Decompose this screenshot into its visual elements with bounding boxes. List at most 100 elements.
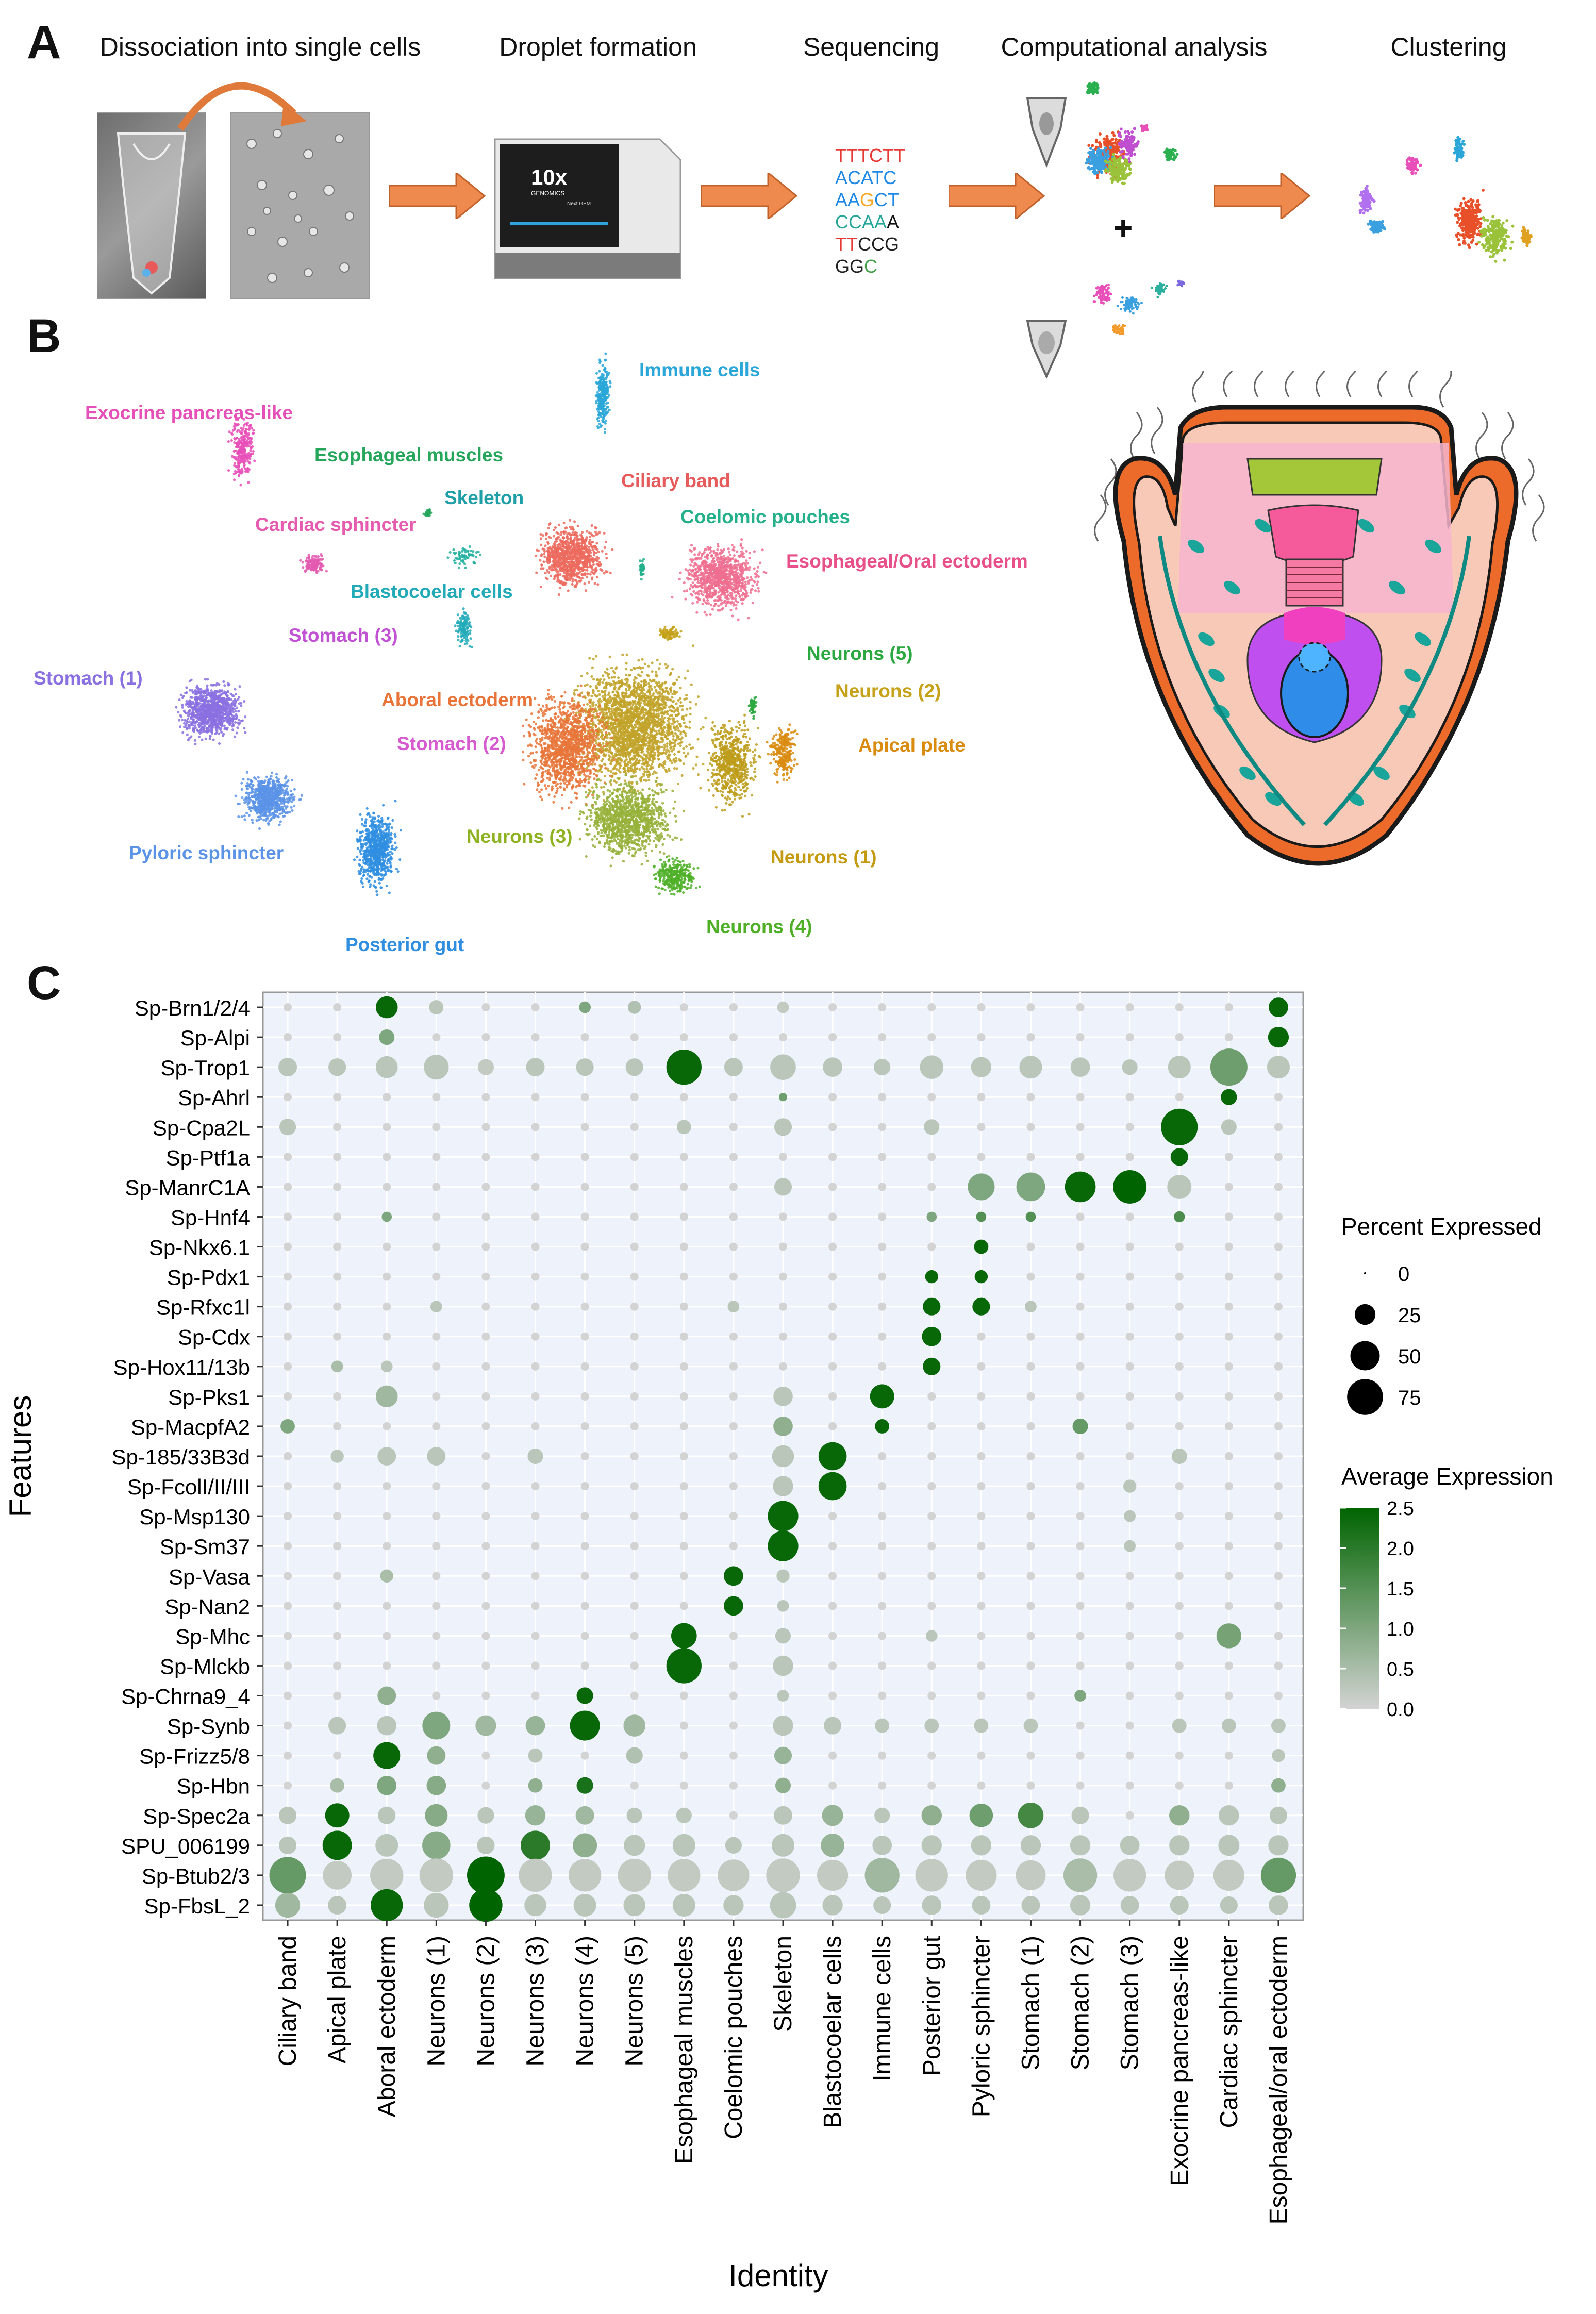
- thumb-point: [1111, 174, 1115, 177]
- umap-point: [564, 546, 568, 550]
- umap-point: [597, 563, 600, 567]
- umap-point: [239, 439, 242, 443]
- thumb-point: [1489, 255, 1492, 259]
- umap-point: [744, 595, 747, 598]
- thumb-point: [1106, 289, 1109, 292]
- umap-point: [307, 554, 310, 557]
- umap-point: [588, 580, 591, 584]
- thumb-point: [1127, 164, 1131, 168]
- thumb-point: [1142, 127, 1145, 131]
- umap-point: [247, 481, 250, 484]
- umap-point: [600, 385, 603, 388]
- thumb-point: [1119, 127, 1123, 131]
- umap-point: [701, 562, 704, 565]
- thumb-point: [1102, 149, 1106, 153]
- umap-point: [457, 566, 461, 569]
- umap-point: [596, 408, 599, 411]
- umap-point: [740, 550, 743, 553]
- thumb-point: [1120, 172, 1123, 175]
- umap-point: [749, 565, 752, 569]
- umap-point: [735, 559, 739, 562]
- thumb-point: [1121, 149, 1124, 153]
- umap-point: [548, 522, 552, 525]
- thumb-point: [1458, 204, 1462, 208]
- thumb-point: [1475, 209, 1478, 212]
- umap-point: [754, 589, 757, 592]
- umap-point: [458, 550, 461, 554]
- umap-point: [553, 528, 556, 531]
- umap-point: [731, 614, 734, 618]
- thumb-point: [1113, 157, 1117, 161]
- umap-point: [479, 553, 482, 556]
- thumb-point: [1459, 202, 1463, 205]
- thumb-point: [1369, 220, 1373, 223]
- umap-point: [580, 576, 584, 580]
- umap-point: [244, 431, 247, 435]
- thumb-point: [1111, 153, 1115, 156]
- thumb-point: [1477, 203, 1481, 207]
- umap-point: [459, 622, 462, 625]
- sequence-segment: CT: [874, 189, 900, 210]
- thumb-point: [1132, 297, 1135, 301]
- umap-point: [541, 534, 544, 537]
- thumb-point: [1468, 246, 1471, 249]
- thumb-point: [1126, 148, 1130, 152]
- thumb-point: [1088, 82, 1091, 86]
- umap-point: [578, 571, 581, 574]
- umap-point: [700, 554, 703, 557]
- umap-point: [573, 539, 576, 542]
- sequence-segment: CCAA: [835, 211, 887, 232]
- umap-point: [697, 574, 701, 577]
- thumb-point: [1107, 155, 1110, 158]
- thumb-point: [1473, 227, 1476, 231]
- umap-point: [593, 526, 597, 529]
- umap-point: [310, 560, 313, 563]
- thumb-point: [1476, 199, 1479, 203]
- umap-point: [710, 575, 713, 578]
- thumb-point: [1129, 303, 1133, 306]
- thumb-point: [1503, 258, 1506, 262]
- umap-point: [237, 417, 240, 420]
- thumb-point: [1510, 240, 1514, 244]
- thumb-point: [1140, 124, 1143, 128]
- umap-point: [714, 563, 718, 566]
- thumb-point: [1474, 219, 1477, 223]
- thumb-point: [1358, 202, 1362, 205]
- umap-point: [568, 519, 572, 522]
- umap-point: [736, 601, 739, 604]
- umap-point: [756, 570, 759, 573]
- umap-point: [603, 531, 606, 535]
- umap-point: [236, 446, 239, 449]
- umap-point: [688, 587, 692, 590]
- thumb-point: [1486, 240, 1489, 243]
- combine-plus: +: [1113, 209, 1133, 246]
- thumb-point: [1481, 188, 1485, 192]
- thumb-point: [1375, 220, 1379, 224]
- thumb-point: [1470, 226, 1474, 229]
- umap-point: [472, 554, 475, 557]
- umap-point: [595, 575, 598, 579]
- umap-point: [739, 589, 743, 592]
- thumb-point: [1453, 207, 1457, 211]
- thumb-point: [1465, 234, 1469, 237]
- umap-point: [761, 548, 764, 552]
- umap-point: [730, 596, 734, 600]
- thumb-point: [1462, 236, 1466, 240]
- umap-point: [325, 570, 328, 573]
- umap-point: [604, 422, 607, 425]
- umap-point: [735, 594, 738, 597]
- umap-point: [701, 603, 704, 606]
- thumb-point: [1495, 238, 1499, 241]
- thumb-point: [1526, 229, 1530, 233]
- umap-point: [717, 542, 720, 546]
- umap-point: [710, 564, 713, 568]
- thumb-point: [1379, 229, 1383, 232]
- thumb-point: [1145, 125, 1149, 128]
- thumb-point: [1136, 142, 1140, 145]
- umap-point: [573, 531, 577, 534]
- umap-point: [606, 406, 609, 409]
- umap-point: [537, 549, 540, 552]
- thumb-point: [1491, 234, 1495, 237]
- umap-point: [583, 582, 586, 586]
- umap-point: [249, 449, 252, 452]
